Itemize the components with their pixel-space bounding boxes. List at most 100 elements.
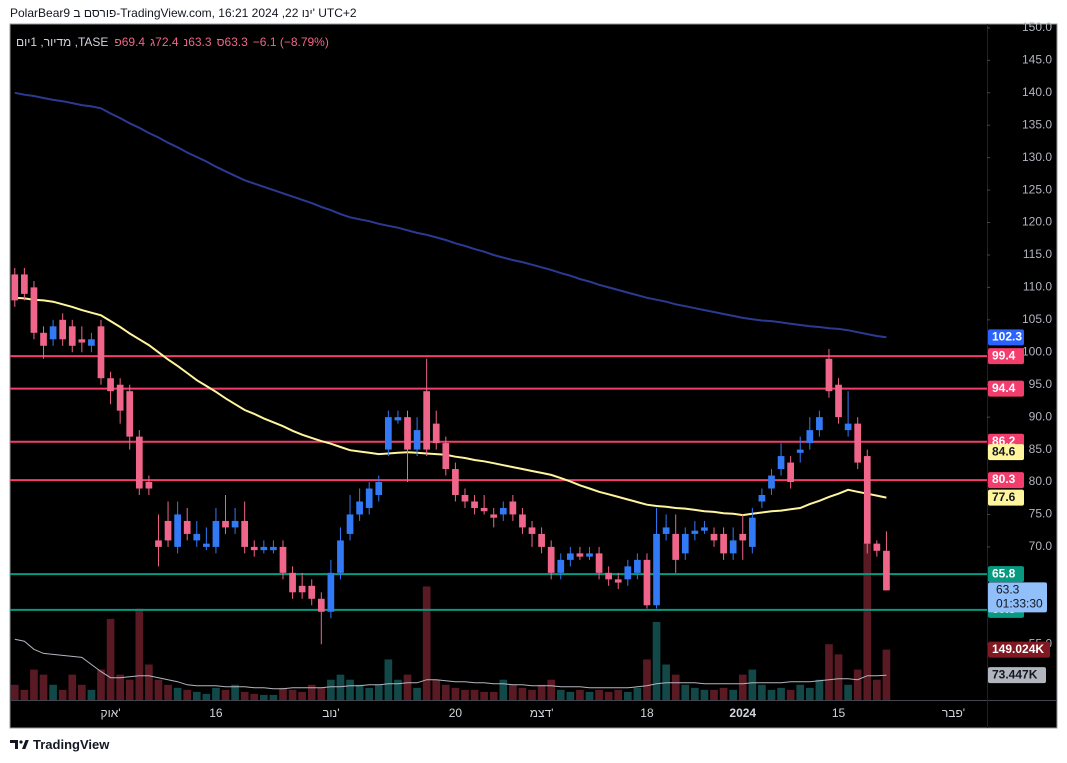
candle-body xyxy=(854,423,862,463)
brand: TradingView xyxy=(33,737,110,752)
volume-bar xyxy=(221,689,230,700)
candle-body xyxy=(394,417,402,421)
candle-body xyxy=(509,501,517,515)
candle-body xyxy=(107,378,114,392)
candle-body xyxy=(183,520,191,534)
candle-body xyxy=(566,553,574,560)
chart-panel xyxy=(9,23,1058,729)
close-label-box xyxy=(988,582,1047,613)
candle-body xyxy=(490,514,498,518)
volume-bar xyxy=(873,679,881,700)
candle-body xyxy=(844,423,852,431)
candle-body xyxy=(768,475,775,489)
candle-body xyxy=(260,546,268,551)
candle-body xyxy=(672,533,680,560)
candle-body xyxy=(135,436,143,489)
candle-body xyxy=(662,527,670,534)
x-tick-label: 15 xyxy=(832,706,846,720)
volume-bar xyxy=(719,687,728,700)
candle-body xyxy=(222,520,229,528)
volume-bar xyxy=(537,684,546,700)
volume-bar xyxy=(39,674,48,700)
ohlc-value: 72.4 xyxy=(155,35,179,49)
candle-body xyxy=(365,488,373,508)
price-label: 84.6 xyxy=(992,444,1016,458)
y-tick-label: 105.0 xyxy=(1022,312,1052,326)
volume-bar xyxy=(633,687,642,700)
volume-bar xyxy=(863,542,872,700)
candle-body xyxy=(375,482,383,495)
price-label-box xyxy=(988,444,1024,461)
volume-bar xyxy=(623,691,632,700)
candle-body xyxy=(538,533,545,547)
volume-bar xyxy=(691,687,699,700)
price-label: 94.4 xyxy=(992,381,1016,395)
candle-body xyxy=(308,585,316,599)
volume-bar xyxy=(767,689,776,700)
symbol: מדיור, 1יום ,TASE xyxy=(16,35,109,49)
candle-body xyxy=(203,543,210,547)
legend: מדיור, 1יום ,TASE פ69.4 ג72.4 נ63.3 ס63.3 −6.… xyxy=(16,35,329,49)
candle-body xyxy=(241,520,249,547)
candle-body xyxy=(432,423,440,444)
candle-body xyxy=(49,326,57,340)
volume-bar xyxy=(422,586,431,700)
volume-bar xyxy=(825,644,833,700)
volume-bar xyxy=(614,689,623,700)
candle-body xyxy=(212,520,220,547)
candle-body xyxy=(461,494,469,502)
candle-body xyxy=(116,384,124,411)
ohlc-key: ס xyxy=(216,35,225,49)
volume-bar xyxy=(662,664,670,700)
volume-bar xyxy=(336,674,345,700)
volume-bar xyxy=(250,693,259,700)
price-label: 99.4 xyxy=(992,348,1016,362)
candle-body xyxy=(873,543,881,551)
volume-bar xyxy=(738,674,747,700)
volume-bar xyxy=(259,694,268,700)
price-label: 80.3 xyxy=(992,472,1016,486)
volume-bar xyxy=(595,689,603,700)
moving-average-line xyxy=(14,296,887,517)
y-tick-label: 120.0 xyxy=(1022,215,1052,229)
volume-bar xyxy=(470,689,479,700)
volume-ma-line xyxy=(14,638,887,690)
candle-body xyxy=(748,517,756,547)
y-tick-label: 150.0 xyxy=(1022,20,1052,34)
candle-body xyxy=(346,514,354,534)
y-tick-label: 145.0 xyxy=(1022,53,1052,67)
candle-body xyxy=(289,572,296,593)
volume-bar xyxy=(20,689,29,700)
volume-bar xyxy=(758,684,766,700)
volume-bar xyxy=(173,687,182,700)
candle-body xyxy=(576,553,584,557)
volume-bar xyxy=(212,687,220,700)
volume-bar xyxy=(346,679,354,700)
volume-bar xyxy=(441,684,450,700)
candle-body xyxy=(40,332,47,346)
volume-bar xyxy=(317,687,326,700)
candle-body xyxy=(883,550,890,591)
candle-body xyxy=(547,546,555,573)
price-label: 77.6 xyxy=(992,490,1016,504)
candle-body xyxy=(423,391,431,450)
x-tick-label: נוב' xyxy=(322,706,339,720)
price-label-box xyxy=(988,380,1024,397)
candle-body xyxy=(787,462,794,483)
volume-bar xyxy=(882,649,891,700)
candle-body xyxy=(595,553,603,573)
volume-bar xyxy=(710,689,718,700)
volume-bar xyxy=(78,684,86,700)
volume-bar xyxy=(68,674,77,700)
candle-body xyxy=(126,391,134,437)
candle-body xyxy=(193,533,201,541)
volume-bar xyxy=(748,669,757,700)
price-label-box xyxy=(988,348,1024,365)
candle-body xyxy=(835,384,842,418)
candle-body xyxy=(777,456,785,470)
price-label-box xyxy=(988,329,1024,346)
volume-bar xyxy=(384,659,393,700)
candle-body xyxy=(270,546,277,551)
y-tick-label: 100.0 xyxy=(1022,344,1052,358)
